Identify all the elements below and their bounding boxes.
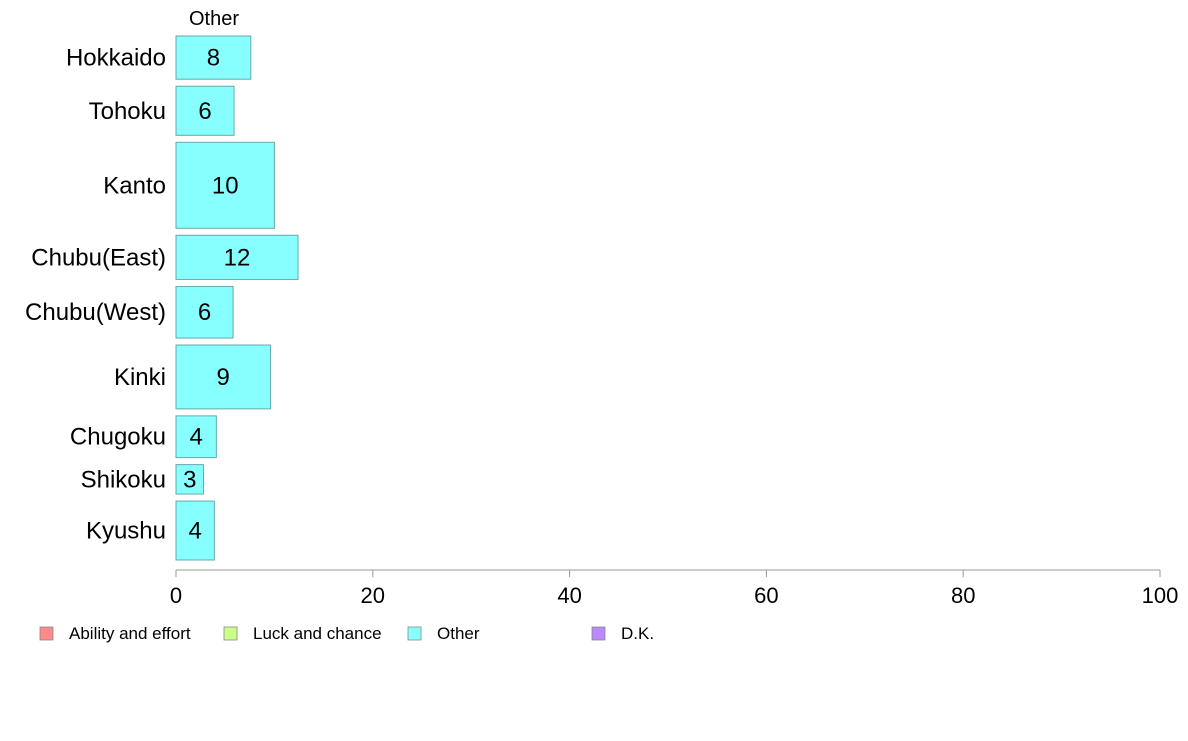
x-tick-label: 100 <box>1142 583 1179 608</box>
bar-kyushu <box>175 500 215 561</box>
x-tick-label: 20 <box>361 583 385 608</box>
bar-kinki <box>175 344 271 410</box>
category-label: Tohoku <box>89 98 166 125</box>
category-label: Chugoku <box>70 424 166 451</box>
bar-chubu-east- <box>175 234 299 280</box>
bar-shikoku <box>175 464 205 495</box>
x-tick-label: 60 <box>754 583 778 608</box>
bar-value-label: 6 <box>198 98 211 125</box>
bar-value-label: 10 <box>212 172 239 199</box>
bar-hokkaido <box>175 35 252 80</box>
legend-swatch <box>591 626 606 641</box>
legend-label: Luck and chance <box>253 624 382 643</box>
legend-swatch <box>223 626 238 641</box>
category-label: Kinki <box>114 364 166 391</box>
x-axis: 0 20 40 60 80 100 <box>170 569 1179 608</box>
legend-swatch <box>407 626 422 641</box>
legend-label: Ability and effort <box>69 624 191 643</box>
category-label: Chubu(East) <box>31 244 166 271</box>
x-tick-label: 80 <box>951 583 975 608</box>
x-tick-label: 0 <box>170 583 182 608</box>
bar-value-label: 12 <box>224 244 251 271</box>
bar-value-label: 8 <box>207 45 220 72</box>
bar-value-label: 4 <box>189 424 202 451</box>
bars-layer: 8 Hokkaido 6 Tohoku 10 Kanto 12 Chubu(East) 6 Chu… <box>25 35 299 561</box>
legend: Ability and effort Luck and chance Other D.… <box>39 624 654 643</box>
bar-tohoku <box>175 85 235 136</box>
legend-swatch <box>39 626 54 641</box>
bar-value-label: 4 <box>189 518 202 545</box>
category-label: Kyushu <box>86 518 166 545</box>
bar-chugoku <box>175 415 217 459</box>
bar-value-label: 6 <box>198 299 211 326</box>
category-label: Kanto <box>103 172 166 199</box>
x-tick-label: 40 <box>557 583 581 608</box>
category-label: Shikoku <box>81 466 166 493</box>
category-label: Chubu(West) <box>25 299 166 326</box>
bar-value-label: 9 <box>217 364 230 391</box>
bar-value-label: 3 <box>183 466 196 493</box>
chart-title: Other <box>189 8 239 30</box>
legend-label: Other <box>437 624 480 643</box>
bar-kanto <box>175 141 275 229</box>
bar-chubu-west- <box>175 285 234 339</box>
legend-label: D.K. <box>621 624 654 643</box>
category-label: Hokkaido <box>66 45 166 72</box>
